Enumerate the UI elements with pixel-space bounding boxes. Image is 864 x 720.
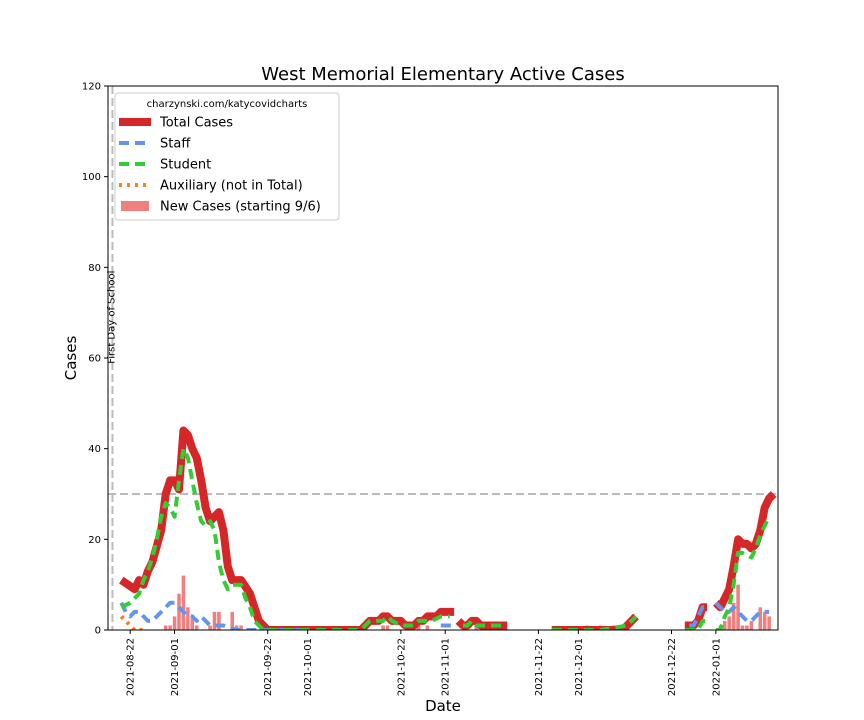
legend-swatch-bar xyxy=(121,201,149,211)
y-tick-label: 80 xyxy=(88,263,101,274)
total-series-line xyxy=(713,491,777,612)
y-tick-label: 20 xyxy=(88,535,101,546)
x-tick-label: 2021-11-22 xyxy=(534,638,545,696)
new-case-bar xyxy=(172,616,177,630)
new-case-bar xyxy=(745,625,749,630)
legend-credit: charzynski.com/katycovidcharts xyxy=(147,99,308,110)
staff-series-line xyxy=(714,601,770,623)
new-case-bar xyxy=(767,616,771,630)
new-case-bar xyxy=(385,625,390,630)
x-axis-label: Date xyxy=(425,697,461,715)
new-case-bar xyxy=(163,625,168,630)
legend-label: New Cases (starting 9/6) xyxy=(160,200,321,215)
new-case-bar xyxy=(736,584,740,630)
x-tick-label: 2021-09-01 xyxy=(170,638,181,696)
new-case-bar xyxy=(168,625,172,630)
student-series-line xyxy=(463,618,508,628)
new-case-bar xyxy=(749,620,754,630)
new-case-bar xyxy=(212,611,217,630)
x-tick-label: 2021-09-22 xyxy=(263,638,274,696)
student-series-line xyxy=(551,615,638,630)
y-tick-label: 0 xyxy=(95,626,101,637)
total-series-line xyxy=(119,426,455,630)
student-series-line xyxy=(715,515,771,630)
x-tick-label: 2021-10-01 xyxy=(303,638,314,696)
new-case-bar xyxy=(208,625,212,630)
legend-label: Auxiliary (not in Total) xyxy=(160,179,303,194)
new-case-bar xyxy=(722,620,727,630)
y-tick-label: 100 xyxy=(82,172,101,183)
new-case-bar xyxy=(239,625,243,630)
x-axis-ticks: 2021-08-22 2021-09-01 2021-09-22 2021-10-01… xyxy=(126,630,722,696)
student-series-line xyxy=(684,618,707,630)
y-tick-label: 60 xyxy=(88,354,101,365)
y-tick-label: 40 xyxy=(88,444,101,455)
staff-series-line xyxy=(119,600,304,630)
first-day-annotation: First Day of School xyxy=(106,271,117,364)
new-case-bar xyxy=(474,625,479,630)
legend-label: Student xyxy=(160,158,211,173)
new-case-bar xyxy=(758,607,763,630)
staff-series-line xyxy=(689,605,707,628)
new-case-bar xyxy=(186,607,190,630)
new-case-bar xyxy=(740,625,745,630)
new-case-bar xyxy=(234,625,239,630)
legend: charzynski.com/katycovidcharts Total Cas… xyxy=(114,92,340,221)
new-case-bar xyxy=(230,611,235,630)
y-axis-ticks: 0 20 40 60 80 100 120 xyxy=(82,82,108,637)
legend-label: Staff xyxy=(160,137,191,152)
legend-box xyxy=(114,92,340,221)
legend-label: Total Cases xyxy=(159,116,233,131)
new-case-bar xyxy=(416,625,421,630)
x-tick-label: 2021-12-01 xyxy=(574,638,585,696)
y-axis-label: Cases xyxy=(62,336,80,381)
new-case-bar xyxy=(425,625,430,630)
x-tick-label: 2022-01-01 xyxy=(711,638,722,696)
new-case-bar xyxy=(217,611,221,630)
new-case-bar xyxy=(381,625,385,630)
x-tick-label: 2021-12-22 xyxy=(667,638,678,696)
new-case-bar xyxy=(731,602,736,630)
series-lines xyxy=(119,426,777,630)
new-case-bar xyxy=(762,611,767,630)
new-case-bar xyxy=(181,575,186,630)
new-case-bar xyxy=(194,625,199,630)
new-case-bar xyxy=(190,616,195,630)
new-case-bar xyxy=(177,593,181,630)
y-tick-label: 120 xyxy=(82,82,101,93)
reference-lines xyxy=(108,86,778,630)
chart-title: West Memorial Elementary Active Cases xyxy=(261,64,624,85)
x-tick-label: 2021-11-01 xyxy=(441,638,452,696)
x-tick-label: 2021-10-22 xyxy=(396,638,407,696)
new-case-bar xyxy=(727,616,731,630)
x-tick-label: 2021-08-22 xyxy=(126,638,137,696)
